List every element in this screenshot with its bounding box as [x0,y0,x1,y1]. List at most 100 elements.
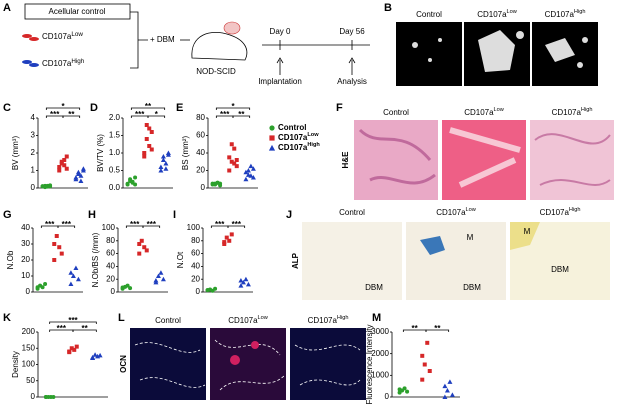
point [158,168,164,173]
significance-label: *** [220,110,230,119]
point [70,273,76,278]
group-name: CD107a [464,108,494,117]
point [73,175,79,180]
point [133,175,138,180]
group-name: Control [416,10,442,19]
point [92,352,98,357]
group-name: CD107a [278,133,308,142]
point [51,395,56,399]
group-label: CD107aLow [477,9,518,19]
point [160,154,166,159]
point [72,347,77,352]
point [62,158,67,162]
point [80,166,86,171]
axes [37,332,108,398]
y-axis-label: BS (mm²) [181,136,190,171]
y-tick-label: 150 [22,343,36,352]
point [75,276,81,282]
point [57,245,62,250]
y-tick-label: 1.0 [109,148,121,157]
significance-label: ** [238,110,245,119]
group-name: CD107a [436,208,466,217]
point [227,155,232,160]
group-name: Control [278,123,306,132]
significance-bracket [62,115,81,118]
group-label: Control [339,208,365,217]
significance-label: *** [45,220,55,229]
row-label: ALP [291,252,300,269]
point [128,286,133,291]
group-label: CD107aLow [42,31,83,41]
y-tick-label: 1 [31,166,36,175]
point [68,281,74,286]
group-name: CD107a [42,59,72,68]
legend-marker [268,144,276,151]
point [232,161,237,166]
schematic-text: Implantation [258,77,302,86]
point [75,171,81,176]
point [397,387,402,392]
y-tick-label: 0.0 [109,183,121,192]
group-sup: High [71,58,84,65]
point [133,182,138,187]
point [142,245,147,250]
point [218,181,223,186]
bone-fragments [412,30,588,72]
y-axis-label: Density [11,351,20,378]
point [245,281,251,287]
row-label: OCN [119,355,128,373]
point [40,285,45,290]
point [240,279,246,285]
image-annotation: M [467,233,474,242]
y-tick-label: 20 [21,255,30,264]
point [68,270,74,275]
point [52,258,57,262]
y-tick-label: 40 [106,262,115,271]
point [234,158,239,162]
point [64,154,69,159]
point [125,181,130,186]
point [420,353,425,358]
significance-bracket [57,225,76,228]
point [59,161,64,166]
row-label: H&E [341,151,350,169]
axes [117,228,168,293]
y-axis-label: N.Ob [6,250,15,269]
group-sup: High [307,142,320,148]
significance-bracket [215,107,251,110]
y-tick-label: 60 [191,249,200,258]
point [402,386,407,391]
y-tick-label: 80 [196,113,205,122]
y-tick-label: 0 [201,183,206,192]
significance-label: *** [215,220,225,229]
panel-letter: M [372,312,381,324]
point [73,265,79,270]
y-tick-label: 0 [196,287,201,296]
point [205,288,210,293]
group-sup: Low [494,107,505,113]
group-name: CD107a [540,208,570,217]
y-tick-label: 60 [196,131,205,140]
y-tick-label: 60 [106,249,115,258]
group-label: CD107aLow [278,132,319,142]
y-tick-label: 0 [31,392,36,401]
group-label: CD107aLow [436,207,477,217]
point [158,164,164,169]
panel-letter: B [384,2,392,14]
y-tick-label: 20 [106,274,115,283]
schematic-text: Analysis [337,77,367,86]
point [163,166,169,171]
y-tick-label: 3000 [371,327,389,336]
significance-bracket [232,115,251,118]
group-sup: High [581,107,593,113]
group-sup: High [574,9,586,15]
panel-letter: G [3,209,12,221]
group-label: CD107aHigh [552,107,593,117]
point [442,394,448,399]
schematic-text: Acellular control [49,7,106,16]
panel-letter: H [88,209,96,221]
significance-label: ** [145,102,152,111]
point [447,379,453,384]
point [427,369,432,373]
point [142,154,147,159]
